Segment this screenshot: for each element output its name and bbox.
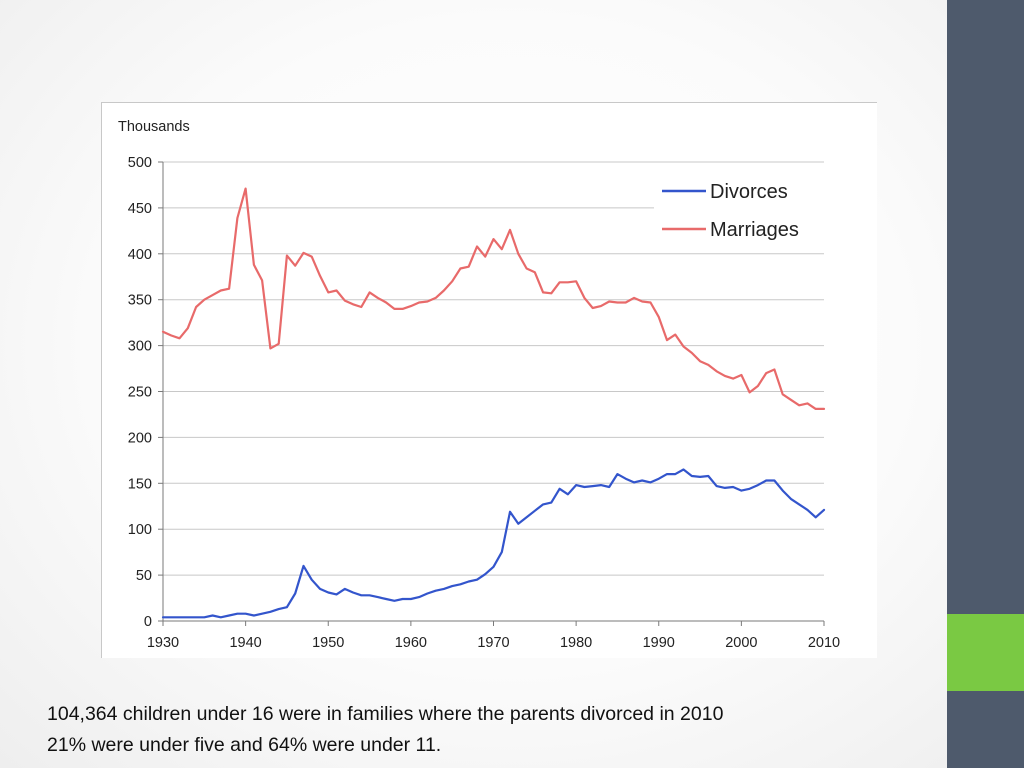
x-tick-label: 1980 <box>560 635 592 651</box>
legend-label: Divorces <box>710 181 788 203</box>
x-tick-label: 1930 <box>147 635 179 651</box>
y-tick-label: 150 <box>128 476 152 492</box>
legend-label: Marriages <box>710 219 799 241</box>
line-chart: 0 50 100 150 200 250 300 350 400 450 500 1930 1940 19… <box>118 119 840 651</box>
x-tick-label: 1950 <box>312 635 344 651</box>
caption-line-2: 21% were under five and 64% were under 1… <box>47 734 442 756</box>
y-tick-label: 50 <box>136 568 152 584</box>
y-tick-label: 300 <box>128 339 152 355</box>
y-tick-label: 400 <box>128 247 152 263</box>
y-tick-label: 350 <box>128 293 152 309</box>
y-tick-label: 200 <box>128 430 152 446</box>
legend-box <box>654 173 824 248</box>
x-tick-label: 2000 <box>725 635 757 651</box>
y-tick-label: 500 <box>128 155 152 171</box>
x-tick-label: 2010 <box>808 635 840 651</box>
x-tick-label: 1960 <box>395 635 427 651</box>
y-tick-label: 0 <box>144 614 152 630</box>
series-line-divorces <box>161 468 826 619</box>
slide-caption: 104,364 children under 16 were in famili… <box>47 699 927 761</box>
y-tick-label: 250 <box>128 385 152 401</box>
y-tick-label: 450 <box>128 201 152 217</box>
y-axis-label: Thousands <box>118 119 190 135</box>
x-tick-label: 1970 <box>477 635 509 651</box>
x-tick-label: 1940 <box>229 635 261 651</box>
x-tick-label: 1990 <box>643 635 675 651</box>
series-line-marriages <box>161 187 826 410</box>
slide-accent-block <box>947 614 1024 691</box>
caption-line-1: 104,364 children under 16 were in famili… <box>47 703 724 725</box>
chart-panel: 0 50 100 150 200 250 300 350 400 450 500 1930 1940 19… <box>101 102 877 658</box>
y-tick-label: 100 <box>128 522 152 538</box>
